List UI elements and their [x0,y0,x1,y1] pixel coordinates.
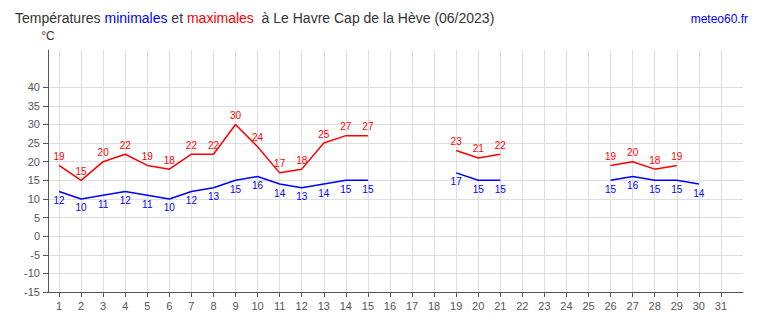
svg-text:18: 18 [428,300,440,312]
svg-text:14: 14 [340,300,352,312]
svg-text:5: 5 [34,212,40,224]
svg-text:35: 35 [28,100,40,112]
svg-text:13: 13 [208,191,220,202]
svg-text:19: 19 [53,151,65,162]
svg-text:25: 25 [582,300,594,312]
svg-text:20: 20 [98,147,110,158]
svg-text:23: 23 [451,136,463,147]
svg-text:10: 10 [251,300,263,312]
svg-text:19: 19 [142,151,154,162]
svg-text:13: 13 [296,191,308,202]
svg-text:24: 24 [560,300,572,312]
svg-text:-15: -15 [24,286,40,298]
svg-text:11: 11 [98,199,109,210]
svg-text:11: 11 [142,199,153,210]
svg-text:-5: -5 [30,249,40,261]
svg-text:meteo60.fr: meteo60.fr [691,12,748,26]
svg-text:18: 18 [164,155,176,166]
svg-text:29: 29 [671,300,683,312]
svg-text:8: 8 [210,300,216,312]
svg-text:15: 15 [671,184,683,195]
svg-text:1: 1 [56,300,62,312]
svg-text:2: 2 [78,300,84,312]
svg-text:24: 24 [252,132,264,143]
svg-text:28: 28 [649,300,661,312]
svg-text:15: 15 [230,184,242,195]
svg-text:22: 22 [186,140,198,151]
svg-text:5: 5 [144,300,150,312]
svg-text:27: 27 [627,300,639,312]
svg-text:°C: °C [41,29,55,43]
svg-text:15: 15 [340,184,352,195]
svg-text:30: 30 [693,300,705,312]
svg-text:9: 9 [232,300,238,312]
svg-text:22: 22 [495,140,507,151]
svg-text:Températures: Températures [15,10,104,26]
svg-text:3: 3 [100,300,106,312]
svg-text:20: 20 [28,156,40,168]
svg-text:11: 11 [274,300,285,312]
svg-text:16: 16 [384,300,396,312]
svg-text:25: 25 [318,129,330,140]
svg-text:12: 12 [120,195,132,206]
svg-text:30: 30 [28,118,40,130]
svg-text:15: 15 [362,184,374,195]
svg-text:12: 12 [53,195,65,206]
svg-text:15: 15 [605,184,617,195]
svg-text:26: 26 [604,300,616,312]
svg-text:-10: -10 [24,267,40,279]
svg-text:minimales: minimales [104,10,167,26]
svg-text:à Le Havre Cap de la Hève (06/: à Le Havre Cap de la Hève (06/2023) [254,10,494,26]
svg-text:14: 14 [274,188,286,199]
svg-text:17: 17 [451,176,463,187]
svg-text:22: 22 [120,140,132,151]
svg-text:17: 17 [406,300,418,312]
svg-text:14: 14 [318,188,330,199]
svg-text:20: 20 [627,147,639,158]
svg-text:15: 15 [362,300,374,312]
svg-text:4: 4 [122,300,128,312]
svg-text:18: 18 [296,155,308,166]
svg-text:18: 18 [649,155,661,166]
svg-text:19: 19 [450,300,462,312]
svg-text:19: 19 [671,151,683,162]
svg-text:12: 12 [186,195,198,206]
svg-text:0: 0 [34,230,40,242]
svg-text:7: 7 [188,300,194,312]
svg-text:6: 6 [166,300,172,312]
svg-text:10: 10 [28,193,40,205]
svg-text:27: 27 [340,121,352,132]
svg-text:15: 15 [473,184,485,195]
svg-text:21: 21 [494,300,506,312]
svg-text:20: 20 [472,300,484,312]
svg-text:14: 14 [693,188,705,199]
svg-text:31: 31 [715,300,727,312]
svg-text:15: 15 [76,166,88,177]
svg-text:16: 16 [252,180,264,191]
svg-text:16: 16 [627,180,639,191]
svg-text:25: 25 [28,137,40,149]
svg-text:21: 21 [473,143,485,154]
svg-text:19: 19 [605,151,617,162]
svg-text:15: 15 [28,174,40,186]
svg-text:maximales: maximales [187,10,254,26]
svg-text:30: 30 [230,110,242,121]
svg-text:10: 10 [76,202,88,213]
svg-text:12: 12 [296,300,308,312]
svg-text:et: et [167,10,186,26]
svg-text:15: 15 [649,184,661,195]
svg-text:27: 27 [362,121,374,132]
svg-text:13: 13 [318,300,330,312]
svg-text:17: 17 [274,158,286,169]
svg-text:40: 40 [28,81,40,93]
svg-text:23: 23 [538,300,550,312]
svg-text:22: 22 [208,140,220,151]
svg-text:22: 22 [516,300,528,312]
svg-text:15: 15 [495,184,507,195]
svg-text:10: 10 [164,202,176,213]
